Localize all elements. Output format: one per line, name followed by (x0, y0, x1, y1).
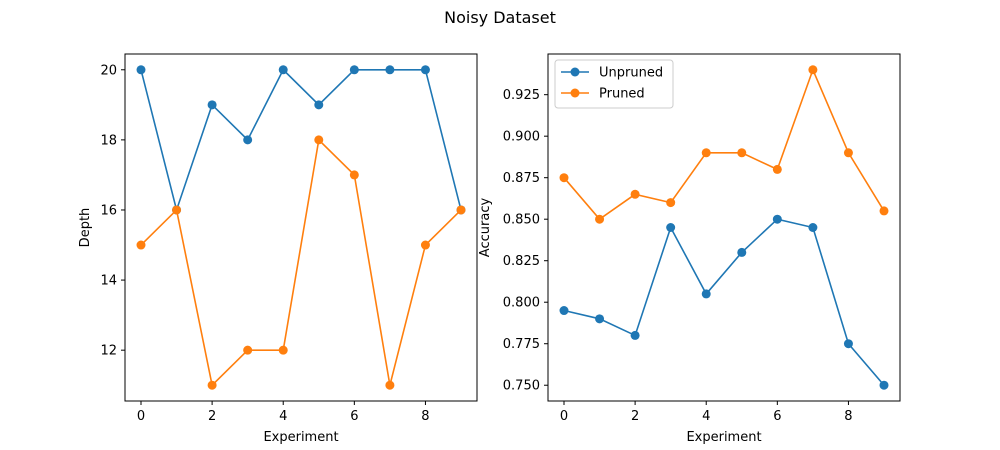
data-point (595, 314, 605, 324)
y-tick-label: 16 (100, 203, 117, 218)
series-pruned (559, 65, 889, 224)
data-point (808, 223, 818, 232)
series-line-unpruned (563, 218, 885, 386)
plot-area-frame (547, 53, 901, 402)
data-point (559, 306, 569, 316)
data-point (207, 100, 217, 110)
x-tick-label: 2 (631, 409, 639, 424)
x-tick-label: 4 (279, 409, 287, 424)
legend-label: Unpruned (599, 66, 663, 81)
legend-marker (570, 67, 580, 77)
data-point (843, 339, 853, 349)
data-point (630, 189, 640, 199)
data-point (701, 289, 711, 299)
x-tick-label: 4 (702, 409, 710, 424)
legend: Unpruned Pruned (554, 59, 674, 109)
x-tick-label: 8 (844, 409, 852, 424)
legend-label: Pruned (599, 87, 645, 102)
series-line-pruned (563, 67, 885, 221)
data-point (666, 223, 676, 232)
data-point (278, 345, 288, 355)
plot-area-frame (124, 53, 478, 402)
y-tick-label: 0.825 (503, 254, 540, 269)
data-point (136, 240, 146, 250)
data-point (420, 65, 430, 75)
data-point (808, 65, 818, 75)
y-tick-label: 0.800 (503, 296, 540, 311)
y-tick-label: 0.750 (503, 379, 540, 394)
legend-marker (570, 88, 580, 98)
y-axis-label: Accuracy (478, 198, 493, 258)
data-point (666, 198, 676, 208)
y-tick-label: 0.925 (503, 88, 540, 103)
data-point (595, 214, 605, 224)
data-point (879, 380, 889, 390)
data-point (737, 148, 747, 158)
data-point (456, 205, 466, 215)
data-point (314, 100, 324, 110)
x-tick-label: 2 (208, 409, 216, 424)
x-tick-label: 6 (350, 409, 358, 424)
data-point (772, 164, 782, 174)
x-tick-label: 0 (560, 409, 568, 424)
data-point (278, 65, 288, 75)
x-tick-label: 0 (137, 409, 145, 424)
accuracy-chart-panel: 0 2 4 6 8 0.750 0.775 0.800 0.825 0.850 0.875 0.900… (478, 53, 901, 445)
data-point (385, 65, 395, 75)
data-point (879, 206, 889, 216)
data-point (420, 240, 430, 250)
data-point (772, 214, 782, 224)
y-axis-label: Depth (78, 208, 93, 248)
data-point (737, 247, 747, 257)
data-point (349, 170, 359, 180)
y-tick-label: 0.900 (503, 130, 540, 145)
depth-chart-panel: 0 2 4 6 8 12 14 16 18 20 Experiment Depth (78, 53, 478, 445)
data-point (843, 148, 853, 158)
data-point (136, 65, 146, 75)
y-tick-label: 18 (100, 133, 117, 148)
y-tick-label: 20 (100, 63, 117, 78)
series-line-unpruned (140, 68, 462, 213)
data-point (630, 330, 640, 340)
data-point (314, 135, 324, 145)
x-axis-label: Experiment (263, 430, 338, 445)
x-tick-label: 8 (421, 409, 429, 424)
x-tick-label: 6 (773, 409, 781, 424)
series-pruned (136, 135, 466, 390)
figure-title: Noisy Dataset (444, 8, 556, 27)
data-point (243, 135, 253, 145)
y-tick-label: 12 (100, 344, 117, 359)
y-tick-label: 0.875 (503, 171, 540, 186)
data-point (243, 345, 253, 355)
x-axis-label: Experiment (686, 430, 761, 445)
series-unpruned (559, 214, 889, 390)
y-tick-label: 14 (100, 274, 117, 289)
data-point (559, 173, 569, 183)
data-point (385, 380, 395, 390)
series-unpruned (136, 65, 466, 215)
series-line-pruned (140, 138, 462, 387)
data-point (207, 380, 217, 390)
data-point (172, 205, 182, 215)
y-tick-label: 0.850 (503, 213, 540, 228)
data-point (349, 65, 359, 75)
y-tick-label: 0.775 (503, 337, 540, 352)
data-point (701, 148, 711, 158)
